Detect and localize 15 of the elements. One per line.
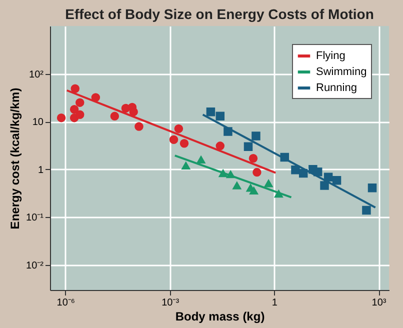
x-tick-label: 10⁻³ [162, 298, 180, 308]
y-tick-label: 10 [32, 117, 44, 128]
legend-label: Running [316, 82, 357, 94]
legend-label: Swimming [316, 66, 367, 78]
y-axis-title: Energy cost (kcal/kg/km) [8, 88, 22, 230]
x-axis-title: Body mass (kg) [175, 310, 265, 324]
y-tick-label: 1 [38, 164, 44, 176]
y-tick-label: 10² [29, 69, 44, 80]
x-tick-label: 1 [272, 298, 278, 308]
y-tick-label: 10⁻¹ [26, 212, 44, 224]
legend-label: Flying [316, 50, 346, 62]
y-tick-label: 10⁻² [26, 260, 44, 272]
chart-title: Effect of Body Size on Energy Costs of Motion [65, 6, 374, 22]
x-tick-label: 10⁻⁶ [56, 298, 76, 308]
x-tick-label: 10³ [372, 298, 387, 308]
